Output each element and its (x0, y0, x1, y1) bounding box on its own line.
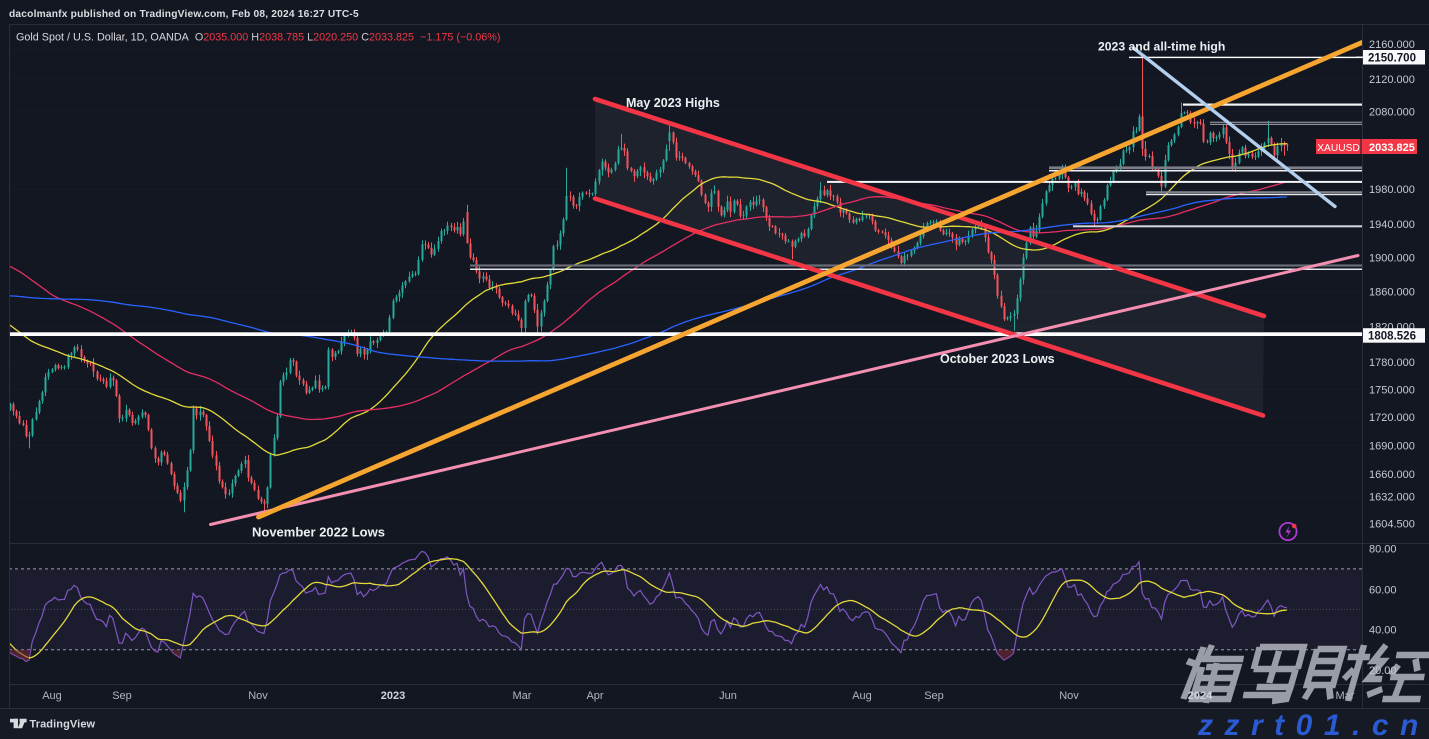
svg-text:1980.000: 1980.000 (1369, 184, 1415, 196)
svg-text:Sep: Sep (112, 690, 132, 702)
svg-text:Mar: Mar (513, 690, 532, 702)
svg-text:1900.000: 1900.000 (1369, 252, 1415, 264)
svg-text:Nov: Nov (1059, 690, 1079, 702)
svg-text:Mar: Mar (1336, 690, 1355, 702)
svg-text:dacolmanfx published on Tradin: dacolmanfx published on TradingView.com,… (9, 9, 359, 20)
svg-text:zzrt01.cn: zzrt01.cn (1197, 709, 1429, 739)
svg-text:1720.000: 1720.000 (1369, 412, 1415, 424)
svg-text:May 2023 Highs: May 2023 Highs (626, 96, 720, 110)
svg-text:1940.000: 1940.000 (1369, 219, 1415, 231)
svg-text:2033.825: 2033.825 (1369, 142, 1415, 154)
svg-text:1750.000: 1750.000 (1369, 385, 1415, 397)
svg-text:November 2022 Lows: November 2022 Lows (252, 525, 385, 540)
svg-text:Aug: Aug (852, 690, 872, 702)
svg-text:2024: 2024 (1188, 690, 1213, 702)
svg-text:Gold Spot / U.S. Dollar, 1D, O: Gold Spot / U.S. Dollar, 1D, OANDA O2035… (16, 32, 501, 44)
svg-text:2120.000: 2120.000 (1369, 74, 1415, 86)
svg-text:2160.000: 2160.000 (1369, 39, 1415, 51)
svg-text:20.00: 20.00 (1369, 665, 1397, 677)
svg-text:2023 and all-time high: 2023 and all-time high (1098, 40, 1225, 54)
svg-text:TradingView: TradingView (30, 719, 96, 731)
svg-text:1780.000: 1780.000 (1369, 357, 1415, 369)
svg-text:1860.000: 1860.000 (1369, 287, 1415, 299)
svg-text:80.00: 80.00 (1369, 544, 1397, 556)
svg-text:XAUUSD: XAUUSD (1317, 143, 1359, 154)
svg-text:Aug: Aug (42, 690, 62, 702)
svg-text:1604.500: 1604.500 (1369, 518, 1415, 530)
svg-text:1632.000: 1632.000 (1369, 491, 1415, 503)
svg-text:Apr: Apr (586, 690, 603, 702)
svg-text:Sep: Sep (924, 690, 944, 702)
svg-text:2080.000: 2080.000 (1369, 107, 1415, 119)
svg-text:October 2023 Lows: October 2023 Lows (940, 352, 1055, 366)
svg-text:2023: 2023 (381, 690, 405, 702)
svg-text:40.00: 40.00 (1369, 625, 1397, 637)
svg-text:1690.000: 1690.000 (1369, 440, 1415, 452)
svg-text:2150.700: 2150.700 (1368, 52, 1416, 64)
svg-text:60.00: 60.00 (1369, 584, 1397, 596)
svg-text:1660.000: 1660.000 (1369, 469, 1415, 481)
svg-text:Jun: Jun (719, 690, 737, 702)
svg-text:1808.526: 1808.526 (1368, 331, 1416, 343)
svg-text:Nov: Nov (248, 690, 268, 702)
